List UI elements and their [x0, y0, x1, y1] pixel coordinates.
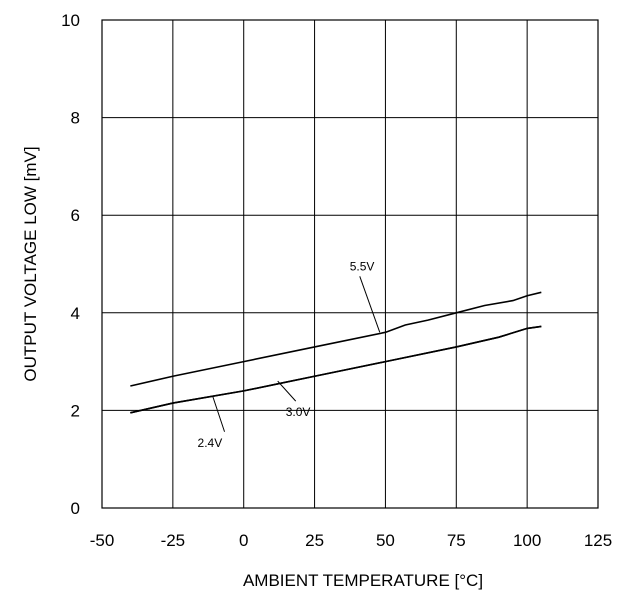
x-tick-labels: -50 -25 0 25 50 75 100 125 — [90, 531, 612, 550]
x-tick-label: 75 — [447, 531, 466, 550]
series-line-5-5v — [130, 291, 542, 387]
plot-frame — [101, 19, 599, 509]
y-tick-label: 8 — [71, 109, 80, 128]
x-tick-label: -50 — [90, 531, 115, 550]
x-tick-label: 125 — [584, 531, 612, 550]
y-tick-label: 6 — [71, 206, 80, 225]
y-axis-label: OUTPUT VOLTAGE LOW [mV] — [21, 146, 40, 381]
y-tick-label: 0 — [71, 499, 80, 518]
y-tick-label: 10 — [61, 11, 80, 30]
series-line-2-4v — [130, 325, 542, 414]
x-tick-label: 25 — [305, 531, 324, 550]
x-axis-label: AMBIENT TEMPERATURE [°C] — [243, 571, 483, 590]
annotation-leader — [359, 276, 381, 333]
x-tick-label: 50 — [376, 531, 395, 550]
series-annotations: 5.5V 3.0V 2.4V — [198, 259, 381, 450]
grid — [102, 20, 598, 508]
annotation-label: 5.5V — [350, 259, 375, 273]
x-tick-label: -25 — [161, 531, 186, 550]
annotation-label: 3.0V — [286, 405, 311, 419]
y-tick-label: 2 — [71, 401, 80, 420]
y-tick-labels: 0 2 4 6 8 10 — [61, 11, 80, 518]
annotation-label: 2.4V — [198, 436, 223, 450]
series-lines — [130, 291, 542, 414]
x-tick-label: 0 — [239, 531, 248, 550]
annotation-leader — [277, 380, 297, 402]
y-tick-label: 4 — [71, 304, 80, 323]
x-tick-label: 100 — [513, 531, 541, 550]
annotation-leader — [212, 395, 226, 432]
